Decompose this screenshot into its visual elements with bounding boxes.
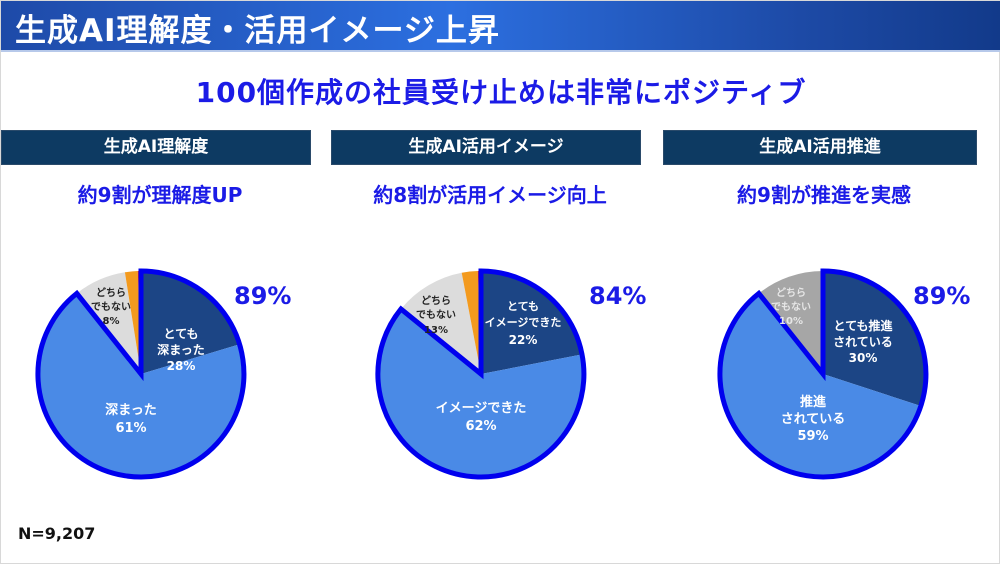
svg-text:深まった: 深まった <box>157 342 205 357</box>
pie-chart-image: とても イメージできた 22% イメージできた 62% どちら でもない 13% <box>375 268 587 480</box>
svg-text:どちら: どちら <box>421 294 451 307</box>
panel-heading-image: 生成AI活用イメージ <box>331 130 641 165</box>
panel-subtitle-promotion: 約9割が推進を実感 <box>737 183 911 207</box>
positive-total-promotion: 89% <box>913 282 971 310</box>
svg-text:でもない: でもない <box>91 301 131 313</box>
positive-total-understanding: 89% <box>234 282 292 310</box>
svg-text:8%: 8% <box>103 316 120 327</box>
panel-heading-understanding: 生成AI理解度 <box>1 130 311 165</box>
svg-text:28%: 28% <box>167 359 196 373</box>
svg-text:とても: とても <box>507 300 539 313</box>
svg-text:深まった: 深まった <box>105 402 156 418</box>
svg-text:でもない: でもない <box>416 309 456 321</box>
svg-text:推進: 推進 <box>800 394 826 410</box>
sample-size-note: N=9,207 <box>18 524 96 543</box>
title-bar: 生成AI理解度・活用イメージ上昇 <box>1 1 1000 52</box>
pie-chart-understanding: とても 深まった 28% 深まった 61% どちら でもない 8% <box>35 268 247 480</box>
svg-text:61%: 61% <box>115 421 146 436</box>
headline: 100個作成の社員受け止めは非常にポジティブ <box>195 76 807 109</box>
svg-text:どちら: どちら <box>776 286 806 299</box>
panel-subtitle-image: 約8割が活用イメージ向上 <box>373 183 607 207</box>
svg-text:とても推進: とても推進 <box>833 318 893 333</box>
svg-text:59%: 59% <box>797 429 828 444</box>
positive-total-image: 84% <box>589 282 647 310</box>
svg-text:どちら: どちら <box>96 286 126 299</box>
svg-text:されている: されている <box>833 335 893 349</box>
pie-chart-promotion: とても推進 されている 30% 推進 されている 59% どちら でもない 10… <box>717 268 929 480</box>
svg-text:30%: 30% <box>849 351 878 365</box>
slide-title: 生成AI理解度・活用イメージ上昇 <box>15 13 500 49</box>
svg-text:13%: 13% <box>424 325 448 336</box>
svg-text:62%: 62% <box>465 419 496 434</box>
svg-text:10%: 10% <box>779 316 803 327</box>
svg-text:でもない: でもない <box>771 301 811 313</box>
svg-text:イメージできた: イメージできた <box>485 316 562 329</box>
svg-text:イメージできた: イメージできた <box>436 401 527 416</box>
panel-subtitle-understanding: 約9割が理解度UP <box>77 183 243 207</box>
svg-text:22%: 22% <box>509 333 538 347</box>
svg-text:とても: とても <box>163 327 198 341</box>
svg-text:されている: されている <box>781 412 846 427</box>
panel-heading-promotion: 生成AI活用推進 <box>663 130 977 165</box>
